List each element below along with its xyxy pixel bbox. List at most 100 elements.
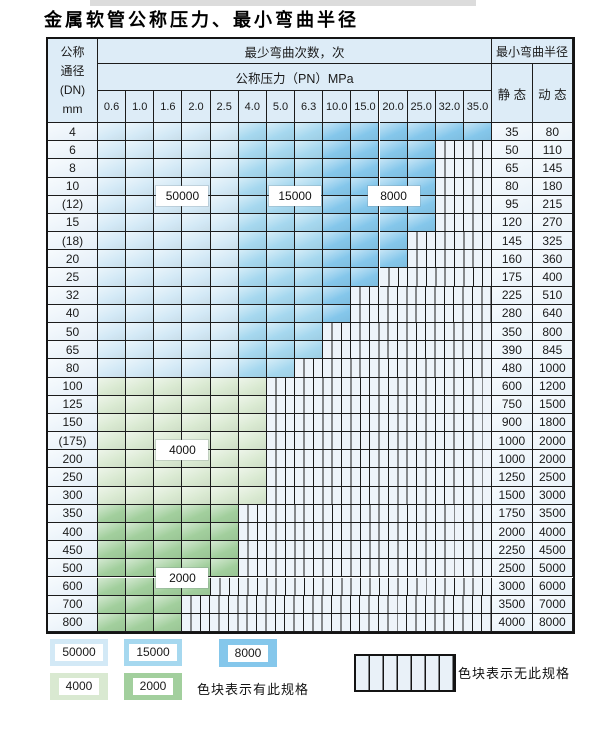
spec-cell [238, 232, 267, 251]
spec-cell [182, 486, 211, 505]
spec-cell [126, 141, 155, 160]
static-value: 350 [492, 322, 533, 342]
spec-cell [98, 395, 127, 414]
spec-cell [98, 504, 127, 523]
spec-cell [210, 177, 239, 196]
spec-cell [210, 413, 239, 433]
spec-cell [98, 232, 127, 251]
spec-cell [182, 268, 211, 287]
spec-cell [182, 522, 211, 542]
no-spec-area [266, 468, 493, 487]
dn-cell: 80 [48, 359, 98, 378]
static-value: 2500 [492, 559, 533, 578]
dn-cell: 32 [48, 286, 98, 305]
spec-cell [154, 377, 183, 396]
dn-cell: 65 [48, 341, 98, 360]
pn-column-header: 35.0 [463, 91, 493, 123]
spec-cell [238, 359, 267, 378]
spec-cell [295, 123, 324, 142]
spec-cell [154, 413, 183, 433]
no-spec-area [182, 595, 493, 614]
spec-cell [154, 468, 183, 487]
static-value: 480 [492, 359, 533, 378]
spec-cell [98, 413, 127, 433]
no-spec-area [266, 413, 493, 433]
spec-cell [182, 141, 211, 160]
dynamic-value: 1500 [532, 395, 573, 414]
dynamic-value: 360 [532, 250, 573, 269]
pn-column-header: 6.3 [295, 91, 324, 123]
legend-swatch-label: 8000 [227, 644, 269, 662]
spec-cell [266, 250, 296, 269]
spec-cell [154, 123, 183, 142]
dn-header-line: 公称 [60, 44, 85, 59]
spec-cell [266, 322, 296, 342]
dynamic-value: 180 [532, 177, 573, 196]
no-spec-area [379, 268, 493, 287]
spec-cell [323, 232, 352, 251]
spec-cell [323, 250, 352, 269]
dynamic-value: 270 [532, 213, 573, 233]
spec-cell [210, 359, 239, 378]
static-value: 1000 [492, 432, 533, 451]
spec-cell [238, 250, 267, 269]
no-spec-area [266, 432, 493, 451]
dn-cell: 40 [48, 304, 98, 323]
no-spec-area [266, 377, 493, 396]
spec-cell [182, 377, 211, 396]
static-value: 175 [492, 268, 533, 287]
spec-cell [154, 341, 183, 360]
spec-cell [154, 322, 183, 342]
no-spec-area [435, 213, 493, 233]
spec-cell [295, 232, 324, 251]
spec-cell [266, 213, 296, 233]
no-spec-area [323, 322, 493, 342]
spec-cell [98, 468, 127, 487]
static-value: 145 [492, 232, 533, 251]
spec-cell [98, 359, 127, 378]
spec-cell [238, 195, 267, 214]
spec-cell [98, 195, 127, 214]
spec-cell [154, 286, 183, 305]
spec-cell [182, 359, 211, 378]
spec-cell [210, 213, 239, 233]
spec-cell [98, 250, 127, 269]
static-value: 225 [492, 286, 533, 305]
spec-cell [407, 141, 436, 160]
no-spec-area [238, 522, 493, 542]
spec-cell [98, 486, 127, 505]
spec-cell [182, 232, 211, 251]
dn-cell: 4 [48, 123, 98, 142]
spec-cell [98, 123, 127, 142]
spec-cell [407, 213, 436, 233]
dynamic-value: 1200 [532, 377, 573, 396]
static-value: 2000 [492, 522, 533, 542]
static-value: 1500 [492, 486, 533, 505]
cycle-count-label: 4000 [156, 440, 209, 461]
spec-cell [238, 468, 267, 487]
spec-cell [126, 232, 155, 251]
spec-cell [238, 341, 267, 360]
pn-column-header: 15.0 [351, 91, 380, 123]
spec-cell [98, 304, 127, 323]
static-value: 1000 [492, 450, 533, 469]
spec-cell [238, 159, 267, 178]
no-spec-area [435, 159, 493, 178]
dynamic-value: 3500 [532, 504, 573, 523]
spec-cell [323, 213, 352, 233]
dynamic-value: 6000 [532, 577, 573, 596]
static-value: 160 [492, 250, 533, 269]
no-spec-area [238, 559, 493, 578]
spec-cell [379, 141, 408, 160]
cycles-group-header: 最少弯曲次数，次 [98, 39, 493, 64]
spec-cell [126, 304, 155, 323]
spec-cell [126, 177, 155, 196]
spec-cell [407, 123, 436, 142]
dn-cell: (175) [48, 432, 98, 451]
spec-cell [323, 286, 352, 305]
spec-cell [210, 322, 239, 342]
legend-swatch-2000: 2000 [124, 673, 182, 700]
spec-cell [238, 268, 267, 287]
spec-cell [379, 232, 408, 251]
spec-cell [210, 486, 239, 505]
